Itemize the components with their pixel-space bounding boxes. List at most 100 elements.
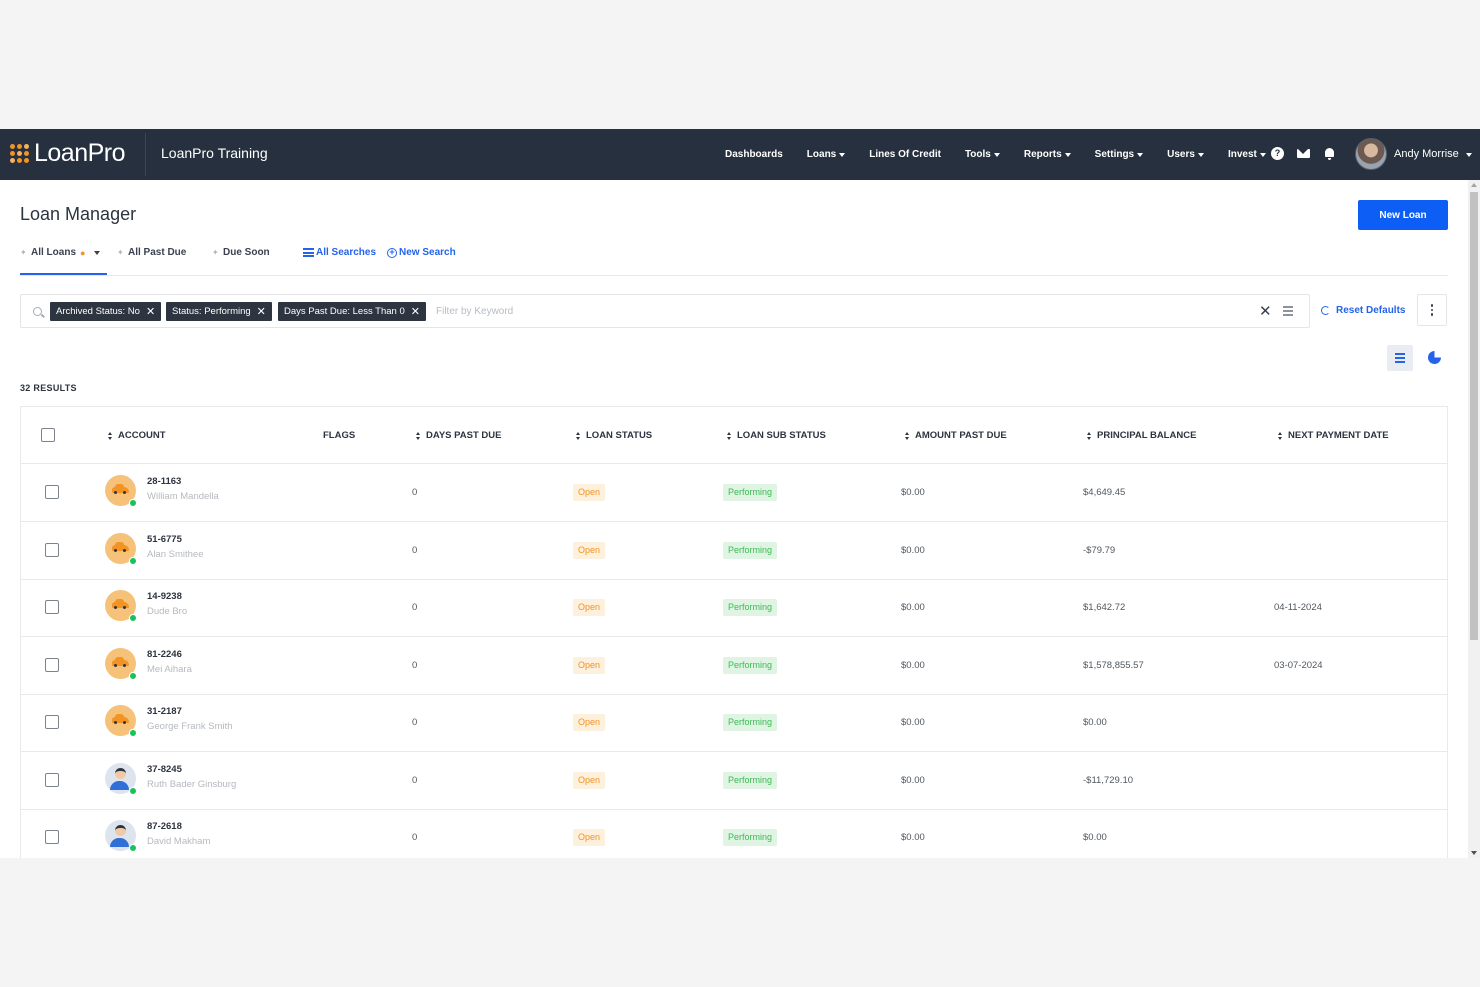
amount-past-due-cell: $0.00: [901, 832, 925, 843]
tab-due-soon[interactable]: ✦ Due Soon: [212, 247, 270, 258]
select-all-checkbox[interactable]: [41, 428, 55, 442]
column-header-loan-status[interactable]: LOAN STATUS: [576, 430, 652, 441]
loan-sub-status-badge: Performing: [723, 541, 778, 559]
table-row[interactable]: 81-2246 Mei Aihara 0 Open Performing $0.00 $1,…: [21, 637, 1447, 695]
sort-icon: [727, 431, 732, 440]
column-header-account[interactable]: ACCOUNT: [108, 430, 166, 441]
new-loan-button[interactable]: New Loan: [1358, 200, 1448, 230]
status-dot-icon: [129, 499, 137, 507]
table-row[interactable]: 31-2187 George Frank Smith 0 Open Performing…: [21, 694, 1447, 752]
borrower-avatar: [105, 532, 137, 565]
loanpro-logo[interactable]: LoanPro: [10, 139, 126, 168]
borrower-name: David Makham: [147, 836, 211, 847]
account-number-link[interactable]: 51-6775: [147, 533, 182, 545]
account-number-link[interactable]: 87-2618: [147, 821, 182, 832]
days-past-due-cell: 0: [412, 774, 418, 786]
person-icon: [110, 767, 129, 790]
table-row[interactable]: 14-9238 Dude Bro 0 Open Performing $0.00 $1,64…: [21, 579, 1447, 637]
tenant-name[interactable]: LoanPro Training: [161, 145, 268, 161]
user-menu-chevron-down-icon[interactable]: [1466, 153, 1472, 157]
account-number-link[interactable]: 14-9238: [147, 591, 182, 602]
days-past-due-cell: 0: [412, 487, 418, 498]
row-checkbox[interactable]: [45, 772, 59, 787]
all-searches-link[interactable]: All Searches: [303, 247, 376, 258]
status-dot-icon: [129, 556, 137, 565]
status-dot-icon: [129, 671, 137, 680]
account-number-link[interactable]: 31-2187: [147, 706, 182, 717]
borrower-name: William Mandella: [147, 491, 219, 502]
column-header-days-past-due[interactable]: DAYS PAST DUE: [416, 430, 502, 441]
loan-status-badge: Open: [573, 771, 606, 789]
column-header-next-payment-date[interactable]: NEXT PAYMENT DATE: [1278, 430, 1389, 441]
nav-item-label: Lines Of Credit: [869, 149, 941, 160]
nav-item-lines-of-credit[interactable]: Lines Of Credit: [869, 149, 941, 160]
keyword-filter-input[interactable]: [436, 303, 1236, 320]
filter-chip-archived-status[interactable]: Archived Status: No ✕: [50, 302, 162, 321]
clear-filters-close-icon[interactable]: ✕: [1259, 303, 1272, 320]
nav-item-settings[interactable]: Settings: [1095, 149, 1144, 160]
remove-filter-close-icon[interactable]: ✕: [256, 306, 266, 318]
list-view-button[interactable]: [1387, 345, 1413, 371]
column-header-amount-past-due[interactable]: AMOUNT PAST DUE: [905, 430, 1007, 441]
remove-filter-close-icon[interactable]: ✕: [410, 306, 420, 318]
chart-view-pie-icon[interactable]: [1428, 351, 1441, 364]
filter-bar: Archived Status: No ✕ Status: Performing…: [20, 294, 1310, 328]
row-checkbox[interactable]: [45, 542, 59, 557]
borrower-name: Mei Aihara: [147, 663, 192, 675]
tab-options-chevron-down-icon[interactable]: [94, 250, 101, 255]
scrollbar-thumb[interactable]: [1470, 192, 1478, 640]
table-row[interactable]: 37-8245 Ruth Bader Ginsburg 0 Open Performin…: [21, 752, 1447, 810]
tab-all-past-due[interactable]: ✦ All Past Due: [117, 247, 186, 258]
table-row[interactable]: 28-1163 William Mandella 0 Open Performing $0…: [21, 464, 1447, 522]
nav-item-tools[interactable]: Tools: [965, 149, 1000, 160]
filter-chip-status[interactable]: Status: Performing ✕: [166, 302, 272, 321]
nav-item-loans[interactable]: Loans: [807, 149, 846, 160]
loan-status-badge: Open: [573, 656, 606, 674]
mail-icon[interactable]: [1297, 149, 1310, 158]
page-title: Loan Manager: [20, 204, 137, 224]
row-checkbox[interactable]: [45, 715, 59, 729]
chevron-down-icon: [993, 152, 1000, 157]
table-row[interactable]: 87-2618 David Makham 0 Open Performing $0.00 $…: [21, 809, 1447, 858]
row-checkbox[interactable]: [45, 830, 59, 844]
nav-item-users[interactable]: Users: [1167, 149, 1204, 160]
row-checkbox[interactable]: [45, 657, 59, 672]
remove-filter-close-icon[interactable]: ✕: [145, 306, 156, 318]
new-search-link[interactable]: + New Search: [387, 247, 456, 258]
scroll-down-arrow-icon[interactable]: [1471, 851, 1477, 855]
account-number-link[interactable]: 28-1163: [147, 476, 182, 487]
table-row[interactable]: 51-6775 Alan Smithee 0 Open Performing $0.00 -…: [21, 522, 1447, 580]
filter-settings-icon[interactable]: [1283, 306, 1293, 316]
scroll-up-arrow-icon[interactable]: [1471, 183, 1477, 187]
notification-bell-icon[interactable]: [1323, 147, 1336, 160]
filter-chip-days-past-due[interactable]: Days Past Due: Less Than 0 ✕: [278, 302, 426, 321]
nav-item-invest[interactable]: Invest: [1228, 149, 1266, 160]
page-scrollbar[interactable]: [1468, 180, 1480, 858]
column-header-label: AMOUNT PAST DUE: [915, 430, 1007, 441]
pin-icon: ✦: [20, 247, 27, 257]
row-checkbox[interactable]: [45, 485, 59, 499]
tab-all-loans[interactable]: ✦ All Loans ●: [20, 247, 101, 258]
logo-dots-icon: [10, 144, 29, 163]
borrower-avatar: [105, 705, 137, 737]
unsaved-dot-icon: ●: [80, 247, 86, 258]
account-number-link[interactable]: 37-8245: [147, 763, 182, 775]
tab-all-loans-label: All Loans: [31, 247, 77, 258]
user-avatar[interactable]: [1355, 138, 1387, 170]
user-name[interactable]: Andy Morrise: [1394, 148, 1459, 160]
help-icon[interactable]: ?: [1271, 147, 1284, 160]
filter-chip-label: Archived Status: No: [56, 306, 140, 317]
nav-item-dashboards[interactable]: Dashboards: [725, 149, 783, 160]
pin-icon: ✦: [117, 247, 124, 257]
column-header-principal-balance[interactable]: PRINCIPAL BALANCE: [1087, 430, 1196, 441]
row-checkbox[interactable]: [45, 600, 59, 614]
chevron-down-icon: [1064, 152, 1071, 157]
nav-item-label: Reports: [1023, 149, 1062, 160]
more-options-button[interactable]: [1417, 294, 1447, 326]
account-number-link[interactable]: 81-2246: [147, 648, 182, 660]
car-icon: [112, 484, 129, 494]
reset-defaults-button[interactable]: Reset Defaults: [1321, 305, 1405, 316]
column-header-loan-sub-status[interactable]: LOAN SUB STATUS: [727, 430, 826, 441]
amount-past-due-cell: $0.00: [901, 487, 925, 498]
nav-item-reports[interactable]: Reports: [1024, 149, 1071, 160]
